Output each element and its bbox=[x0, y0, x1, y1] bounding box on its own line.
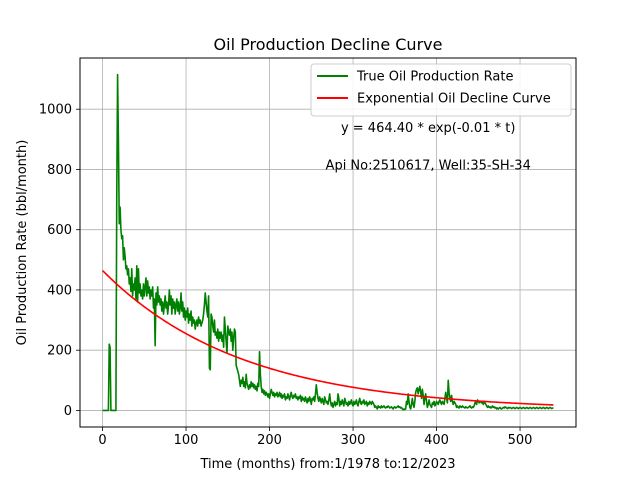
y-tick-label: 800 bbox=[47, 163, 72, 178]
grid bbox=[80, 58, 576, 427]
series-layer bbox=[101, 73, 554, 412]
y-axis-label: Oil Production Rate (bbl/month) bbox=[15, 140, 30, 346]
x-tick-label: 100 bbox=[174, 433, 199, 448]
y-tick-label: 200 bbox=[47, 344, 72, 359]
x-tick-label: 400 bbox=[424, 433, 449, 448]
y-tick-label: 1000 bbox=[39, 103, 72, 118]
y-tick-label: 0 bbox=[64, 404, 72, 419]
axis-ticks: 0 100 200 300 400 500 0 200 400 600 800 1000 bbox=[39, 103, 533, 448]
series-line-exponential-decline-curve bbox=[101, 269, 554, 406]
chart-title: Oil Production Decline Curve bbox=[214, 35, 443, 54]
legend-label-true-rate: True Oil Production Rate bbox=[356, 70, 513, 85]
x-tick-label: 500 bbox=[508, 433, 533, 448]
plot-frame bbox=[79, 57, 577, 428]
y-tick-label: 400 bbox=[47, 283, 72, 298]
y-tick-label: 600 bbox=[47, 223, 72, 238]
x-tick-label: 300 bbox=[341, 433, 366, 448]
x-tick-label: 0 bbox=[98, 433, 106, 448]
legend: True Oil Production Rate Exponential Oil… bbox=[310, 63, 572, 117]
legend-label-exp-decline: Exponential Oil Decline Curve bbox=[357, 92, 551, 107]
legend-box bbox=[310, 63, 572, 117]
x-axis-label: Time (months) from:1/1978 to:12/2023 bbox=[199, 457, 455, 472]
well-annotation: Api No:2510617, Well:35-SH-34 bbox=[326, 158, 531, 173]
x-tick-label: 200 bbox=[257, 433, 282, 448]
equation-annotation: y = 464.40 * exp(-0.01 * t) bbox=[341, 121, 515, 136]
